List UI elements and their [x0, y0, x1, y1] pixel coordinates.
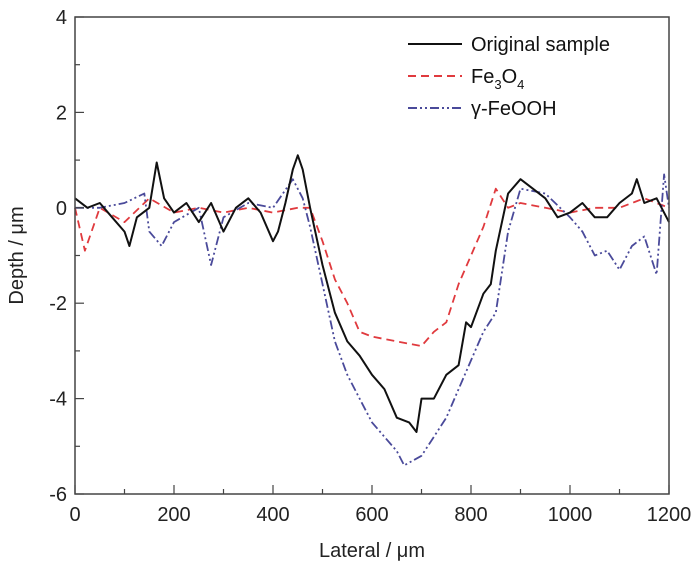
legend: Original sample Fe3O4 γ-FeOOH: [408, 34, 610, 120]
series-layer: [74, 154, 670, 467]
legend-label-part: Fe: [471, 66, 494, 88]
legend-label-2: γ-FeOOH: [471, 98, 557, 120]
y-tick-label: 0: [56, 198, 67, 220]
legend-label-part: O: [502, 66, 518, 88]
y-tick-label: 2: [56, 102, 67, 124]
x-tick-label: 400: [256, 504, 289, 526]
series-line-1: [74, 187, 670, 348]
x-tick-label: 800: [454, 504, 487, 526]
x-axis-title: Lateral / μm: [319, 540, 425, 562]
y-axis: -6 -4 -2 0 2 4: [49, 7, 84, 506]
y-tick-label: -2: [49, 293, 67, 315]
x-tick-label: 0: [69, 504, 80, 526]
y-tick-label: -6: [49, 484, 67, 506]
y-axis-title: Depth / μm: [6, 206, 28, 304]
y-tick-label: -4: [49, 389, 67, 411]
y-tick-label: 4: [56, 7, 67, 29]
x-tick-label: 600: [355, 504, 388, 526]
legend-label-part: 3: [494, 77, 501, 92]
series-line-0: [74, 154, 670, 433]
x-axis: 0 200 400 600 800 1000 1200: [69, 485, 691, 526]
legend-label-part: 4: [517, 77, 524, 92]
x-tick-label: 1000: [548, 504, 593, 526]
legend-label-1: Fe3O4: [471, 66, 524, 92]
x-tick-label: 200: [157, 504, 190, 526]
x-tick-label: 1200: [647, 504, 692, 526]
series-line-2: [75, 173, 670, 467]
legend-label-0: Original sample: [471, 34, 610, 56]
